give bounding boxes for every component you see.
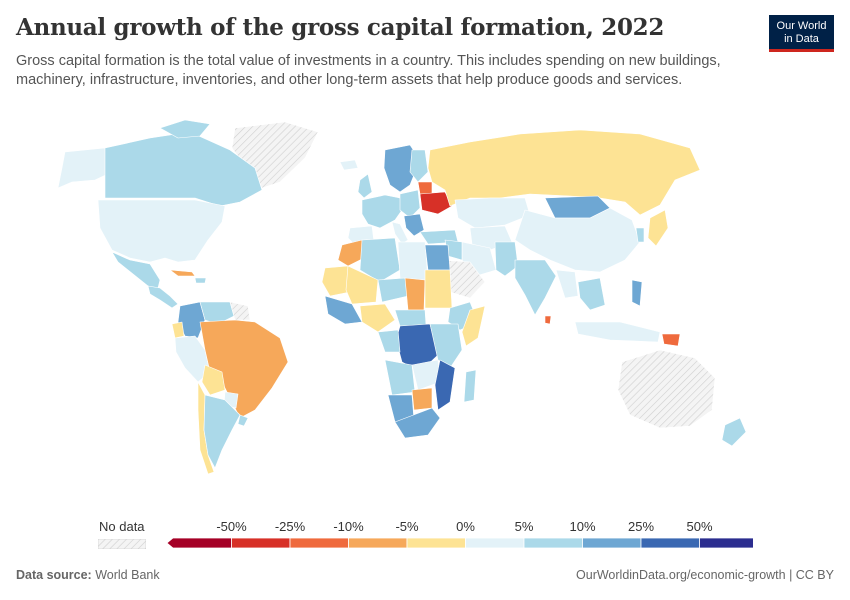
country-scandinavia[interactable] (383, 144, 421, 193)
legend-tick-label: -50% (216, 519, 247, 534)
country-china[interactable] (514, 207, 641, 273)
country-car[interactable] (394, 309, 427, 327)
logo-line-2: in Data (784, 32, 819, 45)
country-libya[interactable] (397, 241, 429, 281)
country-cuba[interactable] (169, 269, 196, 277)
country-venezuela[interactable] (199, 301, 235, 325)
country-iceland[interactable] (339, 159, 359, 171)
country-belarus[interactable] (417, 181, 433, 195)
legend-tick-label: -10% (333, 519, 364, 534)
country-botswana[interactable] (411, 387, 433, 411)
country-chad[interactable] (404, 277, 426, 311)
country-central-america[interactable] (147, 285, 179, 309)
legend-tick-label: 25% (627, 519, 655, 534)
country-gabon[interactable] (377, 329, 401, 353)
legend-bin[interactable] (582, 537, 642, 549)
legend-bin[interactable] (348, 537, 408, 549)
legend-bin[interactable] (231, 537, 291, 549)
legend-tick-label: 10% (569, 519, 596, 534)
country-indonesia[interactable] (574, 321, 661, 343)
legend-bin[interactable] (640, 537, 700, 549)
country-madagascar[interactable] (463, 369, 477, 403)
country-ukraine[interactable] (419, 191, 453, 215)
country-south-africa[interactable] (394, 407, 441, 439)
country-egypt[interactable] (424, 244, 451, 271)
country-japan[interactable] (647, 209, 669, 247)
country-kazakhstan[interactable] (454, 197, 531, 229)
legend-tick-label: -5% (395, 519, 419, 534)
owid-logo[interactable]: Our World in Data (769, 15, 834, 52)
country-mozambique[interactable] (434, 359, 456, 411)
country-argentina[interactable] (203, 394, 241, 469)
country-usa[interactable] (97, 199, 226, 263)
legend-tick-label: 50% (686, 519, 713, 534)
legend-tick-label: 0% (456, 519, 475, 534)
data-source-label: Data source: (16, 568, 92, 582)
no-data-label: No data (99, 519, 145, 534)
country-morocco[interactable] (337, 239, 365, 267)
no-data-swatch (98, 539, 146, 549)
country-east-africa[interactable] (429, 323, 463, 369)
world-map (57, 119, 747, 475)
legend-bin[interactable] (523, 537, 583, 549)
chart-subtitle: Gross capital formation is the total val… (16, 53, 721, 88)
chart-title: Annual growth of the gross capital forma… (16, 14, 665, 41)
country-pakistan[interactable] (494, 241, 519, 277)
country-west-africa[interactable] (324, 295, 363, 325)
country-e-europe[interactable] (399, 189, 421, 219)
country-sudan[interactable] (424, 269, 453, 309)
legend-bin[interactable] (289, 537, 349, 549)
source-url[interactable]: OurWorldinData.org/economic-growth | CC … (576, 568, 834, 582)
country-korea[interactable] (635, 227, 645, 243)
color-scale-bar (166, 537, 754, 549)
legend-tick-label: -25% (274, 519, 306, 534)
legend-bin[interactable] (699, 537, 754, 549)
country-sri-lanka[interactable] (544, 315, 552, 325)
legend-bin[interactable] (465, 537, 525, 549)
country-bolivia[interactable] (201, 364, 226, 396)
legend-bin[interactable] (166, 537, 232, 549)
country-canada-islands[interactable] (159, 119, 211, 139)
country-nigeria[interactable] (359, 303, 396, 333)
country-png[interactable] (661, 333, 681, 347)
country-finland[interactable] (409, 149, 429, 183)
country-se-asia[interactable] (577, 277, 606, 311)
logo-line-1: Our World (776, 20, 827, 32)
country-balkans[interactable] (403, 213, 425, 237)
country-somalia[interactable] (461, 305, 486, 347)
country-russia[interactable] (427, 129, 701, 216)
legend-tick-label: 5% (514, 519, 534, 534)
country-australia[interactable] (617, 349, 716, 429)
country-alaska[interactable] (57, 147, 113, 189)
country-algeria[interactable] (359, 237, 401, 283)
data-source: Data source: World Bank (16, 568, 160, 582)
data-source-value: World Bank (95, 568, 160, 582)
country-uruguay[interactable] (237, 414, 249, 427)
country-niger[interactable] (377, 277, 409, 303)
country-angola[interactable] (384, 359, 416, 396)
country-guianas[interactable] (229, 301, 251, 321)
country-mauritania[interactable] (321, 265, 351, 297)
country-uk[interactable] (357, 173, 373, 199)
country-new-zealand[interactable] (721, 417, 747, 447)
country-philippines[interactable] (631, 279, 643, 307)
map-legend: No data -50% -25% -10% -5% 0% 5% 10% 25% 50% (0, 512, 850, 562)
country-hispaniola[interactable] (194, 277, 207, 284)
legend-bin[interactable] (406, 537, 466, 549)
country-mali[interactable] (345, 265, 379, 305)
country-ecuador[interactable] (171, 321, 185, 339)
country-w-europe[interactable] (361, 194, 403, 229)
country-india[interactable] (514, 259, 557, 316)
country-myanmar[interactable] (555, 269, 579, 299)
